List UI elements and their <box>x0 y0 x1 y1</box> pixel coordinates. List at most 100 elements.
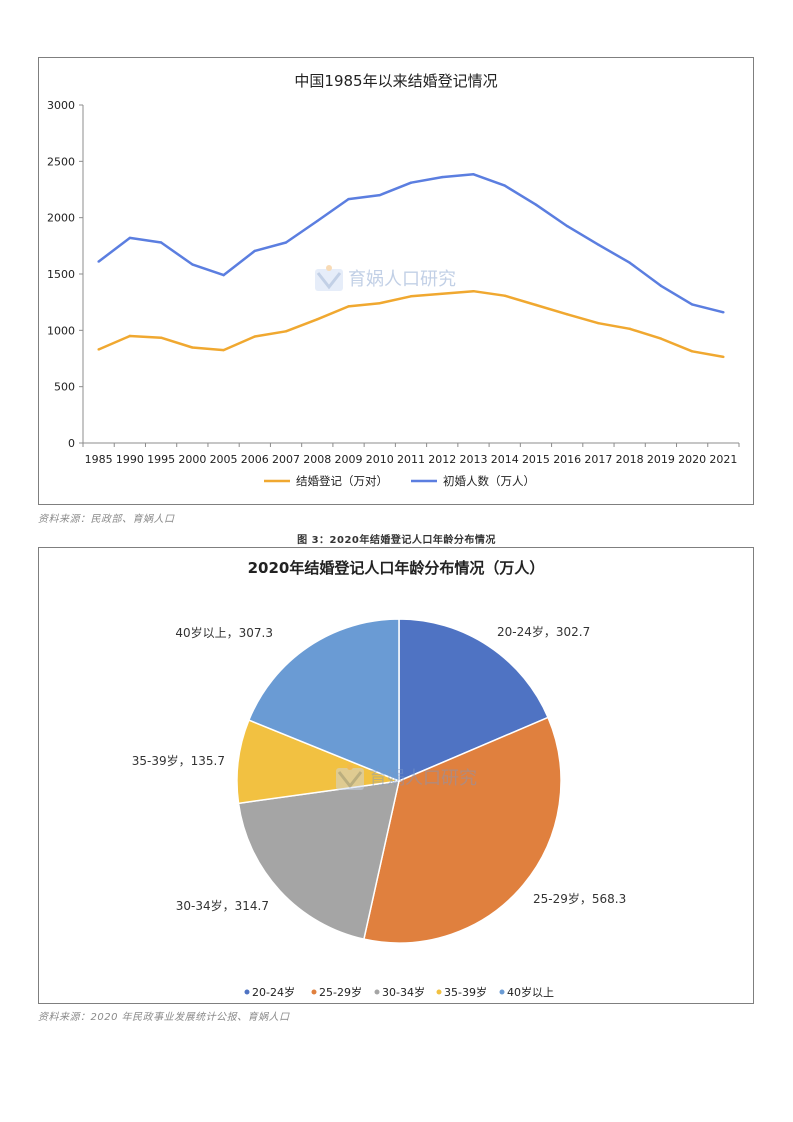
x-tick-label: 2019 <box>647 453 675 466</box>
series-0-point <box>97 348 100 351</box>
pie-chart-svg: 2020年结婚登记人口年龄分布情况（万人） 20-24岁，302.7 25-29岁，… <box>132 559 626 999</box>
series-1-point <box>378 193 381 197</box>
series-1-point <box>534 203 538 206</box>
pie-slice-0 <box>398 618 550 783</box>
x-tick-label: 2020 <box>678 453 706 466</box>
series-1-point <box>253 249 257 253</box>
x-tick-label: 2012 <box>428 453 456 466</box>
series-0-point <box>597 322 600 325</box>
series-0-point <box>690 350 694 353</box>
pie-data-label: 40岁以上，307.3 <box>175 625 273 640</box>
watermark-text: 育娲人口研究 <box>369 768 477 789</box>
series-0-point <box>316 318 319 321</box>
x-tick-label: 2015 <box>522 453 550 466</box>
legend-marker-2 <box>374 989 380 995</box>
legend-label-3: 35-39岁 <box>444 985 487 999</box>
series-0-point <box>378 301 381 305</box>
y-tick-label: 1500 <box>47 268 75 281</box>
x-tick-label: 2021 <box>709 453 737 466</box>
series-1-point <box>409 181 413 184</box>
legend-label-1: 初婚人数（万人） <box>443 474 535 488</box>
legend-label-4: 40岁以上 <box>507 985 554 999</box>
watermark: 育娲人口研究 <box>335 762 477 792</box>
x-tick-label: 2013 <box>459 453 487 466</box>
x-tick-label: 2017 <box>584 453 612 466</box>
age-pie-chart: 2020年结婚登记人口年龄分布情况（万人） 20-24岁，302.7 25-29岁，… <box>38 547 754 1004</box>
series-0-point <box>347 305 350 308</box>
x-tick-label: 2014 <box>491 453 519 466</box>
series-0-point <box>472 290 475 293</box>
y-tick-label: 2500 <box>47 155 75 168</box>
figure-caption: 图 3：2020年结婚登记人口年龄分布情况 <box>297 535 496 546</box>
x-tick-label: 2008 <box>303 453 331 466</box>
watermark-logo-icon <box>336 764 364 790</box>
series-1-point <box>441 175 444 179</box>
series-1-point <box>191 263 194 266</box>
series-1-point <box>628 261 631 264</box>
x-tick-label: 2016 <box>553 453 581 466</box>
series-1-point <box>222 273 225 277</box>
series-1-point <box>472 173 475 176</box>
series-0-point <box>222 348 225 352</box>
legend-label-0: 20-24岁 <box>252 985 295 999</box>
source-note-2: 资料来源：2020 年民政事业发展统计公报、育娲人口 <box>38 1012 290 1023</box>
x-tick-label: 2018 <box>616 453 644 466</box>
pie-title: 2020年结婚登记人口年龄分布情况（万人） <box>248 559 545 577</box>
pie-data-label: 35-39岁，135.7 <box>132 753 225 768</box>
legend-marker-3 <box>436 989 442 995</box>
legend-marker-4 <box>499 989 505 995</box>
legend-marker-1 <box>311 989 317 995</box>
series-1-point <box>565 224 569 228</box>
series-1-point <box>503 184 506 187</box>
series-0-point <box>503 294 506 297</box>
x-tick-label: 1995 <box>147 453 175 466</box>
x-tick-label: 1990 <box>116 453 144 466</box>
series-1-point <box>284 241 288 244</box>
series-0-point <box>191 346 194 349</box>
x-tick-label: 2011 <box>397 453 425 466</box>
x-tick-label: 2005 <box>210 453 238 466</box>
pie-slice-4 <box>247 618 400 783</box>
source-note-1: 资料来源：民政部、育娲人口 <box>38 514 175 525</box>
x-tick-label: 2010 <box>366 453 394 466</box>
series-1-point <box>97 260 100 263</box>
x-tick-label: 2006 <box>241 453 269 466</box>
pie-slice-2 <box>237 780 400 941</box>
legend-label-0: 结婚登记（万对） <box>296 474 388 488</box>
x-tick-label: 2000 <box>178 453 206 466</box>
legend-label-2: 30-34岁 <box>382 985 425 999</box>
series-0-point <box>253 335 257 338</box>
x-tick-label: 2007 <box>272 453 300 466</box>
y-tick-label: 500 <box>54 381 75 394</box>
series-0-point <box>628 327 631 330</box>
y-tick-label: 3000 <box>47 99 75 112</box>
pie-data-label: 20-24岁，302.7 <box>497 624 590 639</box>
series-0-point <box>159 336 163 339</box>
pie-data-label: 25-29岁，568.3 <box>533 891 626 906</box>
series-0-point <box>128 334 132 338</box>
legend-label-1: 25-29岁 <box>319 985 362 999</box>
series-0-point <box>534 303 538 307</box>
series-0-point <box>284 330 288 333</box>
series-1-point <box>659 284 663 288</box>
y-tick-label: 1000 <box>47 324 75 337</box>
series-1-point <box>128 236 132 240</box>
series-0-point <box>722 355 725 359</box>
series-1-point <box>722 311 725 314</box>
series-1-point <box>690 303 694 306</box>
x-tick-label: 1985 <box>85 453 113 466</box>
pie-slice-1 <box>362 716 562 944</box>
y-tick-label: 0 <box>68 437 75 450</box>
series-0-point <box>659 337 663 340</box>
legend-marker-0 <box>244 989 250 995</box>
x-tick-label: 2009 <box>335 453 363 466</box>
series-1-point <box>347 197 350 201</box>
chart-title: 中国1985年以来结婚登记情况 <box>294 72 497 90</box>
series-0-point <box>409 295 413 298</box>
watermark-logo-icon <box>315 265 343 291</box>
y-tick-label: 2000 <box>47 212 75 225</box>
series-0-point <box>441 292 444 296</box>
marriage-line-chart: 中国1985年以来结婚登记情况 0 500 1000 1500 2000 2500 3000 1… <box>38 57 754 505</box>
pie-data-label: 30-34岁，314.7 <box>176 898 269 913</box>
watermark-text: 育娲人口研究 <box>348 269 456 290</box>
